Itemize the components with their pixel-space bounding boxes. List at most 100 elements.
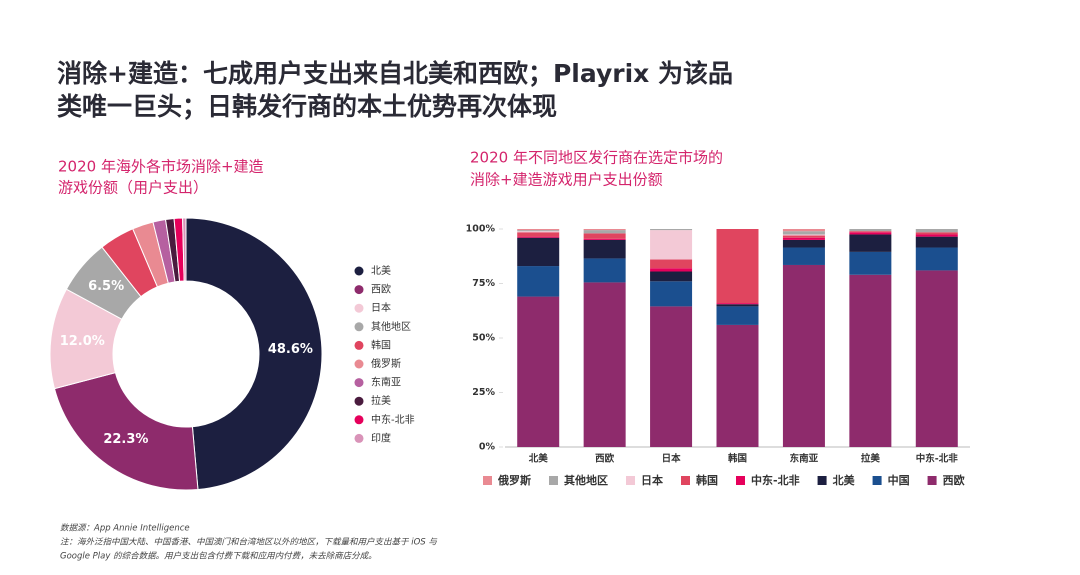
bar-segment (782, 264, 825, 447)
bar-segment (915, 270, 958, 447)
footnote: 注：海外泛指中国大陆、中国香港、中国澳门和台湾地区以外的地区，下载量和用户支出基… (60, 537, 437, 548)
bar-segment (716, 229, 759, 304)
data-label: 12.0% (60, 334, 105, 349)
legend-swatch (626, 476, 635, 485)
x-tick-label: 东南亚 (790, 453, 819, 465)
legend-label: 印度 (371, 431, 391, 444)
x-tick-label: 韩国 (728, 453, 747, 465)
legend-label: 日本 (371, 301, 391, 314)
bar-segment (849, 234, 892, 252)
bar-segment (650, 271, 693, 282)
bar-segment (782, 235, 825, 238)
bar-segment (517, 232, 560, 237)
legend-label: 中东-北非 (751, 473, 800, 487)
bar-segment (782, 247, 825, 265)
legend-swatch (872, 476, 882, 485)
bar-segment (650, 306, 693, 447)
legend-swatch (354, 285, 364, 295)
bar-segment (849, 232, 892, 235)
legend-swatch (681, 476, 690, 485)
bar-segment (583, 238, 626, 240)
legend-swatch (354, 340, 364, 350)
x-tick-label: 北美 (529, 453, 549, 465)
legend-label: 其他地区 (371, 320, 411, 333)
bar-segment (915, 234, 958, 237)
bar-segment (650, 229, 693, 231)
bar-segment (915, 247, 958, 271)
bar-segment (849, 274, 892, 447)
x-tick-label: 中东-北非 (916, 453, 958, 465)
slide-title: 类唯一巨头；日韩发行商的本土优势再次体现 (57, 92, 557, 121)
bar-segment (583, 282, 626, 447)
legend-label: 俄罗斯 (497, 473, 531, 487)
bar-segment (517, 237, 560, 267)
legend-swatch (549, 476, 558, 485)
bar-segment (517, 229, 560, 231)
legend-label: 俄罗斯 (371, 357, 401, 370)
legend-swatch (354, 266, 364, 276)
bar-segment (849, 229, 892, 232)
bar-segment (782, 239, 825, 248)
bar-segment (517, 231, 560, 233)
donut-slice (185, 217, 323, 491)
bar-segment (650, 230, 693, 260)
bar-segment (915, 229, 958, 233)
bar-segment (517, 236, 560, 238)
legend-swatch (354, 322, 364, 332)
bar-segment (915, 232, 958, 235)
chart-title: 2020 年海外各市场消除+建造 (58, 158, 264, 176)
bar-segment (716, 303, 759, 305)
bar-segment (650, 268, 693, 272)
donut-slice (53, 371, 199, 491)
y-tick-label: 75% (472, 278, 495, 289)
bar-segment (583, 258, 626, 283)
x-tick-label: 西欧 (595, 453, 615, 465)
legend-swatch (354, 415, 364, 425)
bar-segment (716, 306, 759, 325)
legend-label: 东南亚 (371, 376, 401, 389)
x-tick-label: 日本 (662, 453, 682, 465)
bar-segment (849, 251, 892, 275)
bar-segment (849, 231, 892, 233)
legend-swatch (354, 378, 364, 388)
bar-segment (782, 229, 825, 232)
data-label: 48.6% (268, 342, 313, 357)
bar-segment (650, 259, 693, 269)
legend-label: 韩国 (371, 338, 391, 351)
legend-swatch (483, 476, 492, 485)
bar-segment (782, 237, 825, 240)
legend-swatch (354, 433, 364, 443)
legend-swatch (817, 476, 827, 485)
chart-title: 游戏份额（用户支出） (58, 179, 208, 197)
bar-segment (716, 304, 759, 307)
data-label: 6.5% (88, 279, 124, 294)
y-tick-label: 25% (472, 387, 495, 398)
y-tick-label: 50% (472, 333, 495, 344)
legend-swatch (354, 303, 364, 313)
donut-slice (182, 217, 187, 282)
bar-segment (583, 233, 626, 239)
bar-segment (517, 230, 560, 232)
legend-label: 韩国 (696, 473, 718, 487)
legend-label: 西欧 (371, 284, 391, 296)
bar-segment (716, 324, 759, 447)
legend-swatch (736, 476, 745, 485)
legend-label: 日本 (641, 473, 663, 487)
data-label: 22.3% (103, 432, 148, 447)
bar-segment (650, 281, 693, 307)
legend-label: 拉美 (371, 394, 391, 407)
bar-segment (782, 231, 825, 235)
legend-label: 中国 (888, 473, 910, 487)
footnote: 数据源：App Annie Intelligence (60, 523, 190, 534)
legend-label: 西欧 (943, 473, 965, 487)
bar-segment (782, 234, 825, 236)
legend-label: 北美 (833, 473, 856, 487)
legend-label: 其他地区 (564, 473, 608, 487)
chart-title: 2020 年不同地区发行商在选定市场的 (470, 149, 723, 167)
legend-label: 中东-北非 (371, 413, 415, 426)
legend-swatch (354, 359, 364, 369)
chart-title: 消除+建造游戏用户支出份额 (470, 171, 663, 189)
bar-segment (583, 229, 626, 231)
legend-swatch (927, 476, 937, 485)
